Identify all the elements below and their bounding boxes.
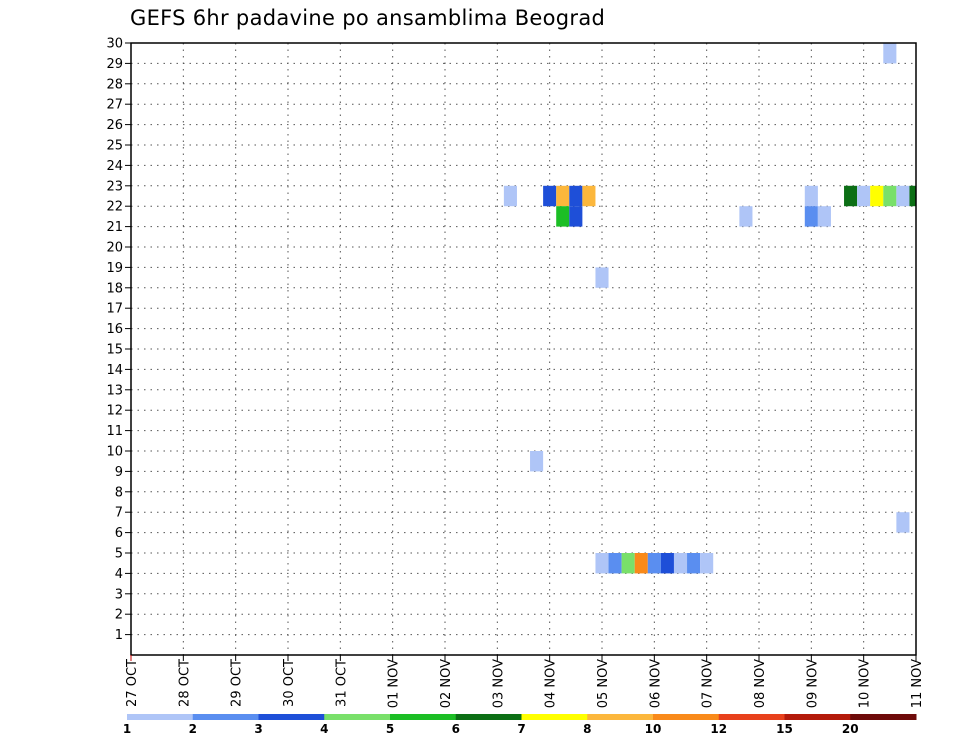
x-tick-label: 08 NOV (753, 659, 768, 708)
heatmap-cell (883, 185, 897, 207)
heatmap-cell (660, 553, 674, 574)
x-tick-label: 27 OCT (125, 659, 140, 707)
heatmap-cell (804, 185, 818, 207)
heatmap-cell (569, 185, 583, 207)
y-tick-label: 10 (106, 445, 123, 460)
heatmap-cell (595, 553, 609, 574)
y-tick-label: 12 (106, 404, 123, 419)
heatmap-cell (857, 185, 871, 207)
x-tick-label: 05 NOV (596, 659, 611, 708)
heatmap-cell (543, 185, 557, 207)
y-tick-label: 19 (106, 261, 123, 276)
heatmap-cell (556, 185, 570, 207)
heatmap-cell (700, 553, 714, 574)
heatmap-cell (817, 206, 831, 227)
y-tick-label: 16 (106, 322, 123, 337)
y-tick-label: 28 (106, 77, 123, 92)
heatmap-cell (608, 553, 622, 574)
x-tick-label: 07 NOV (701, 659, 716, 708)
y-tick-label: 26 (106, 118, 123, 133)
axes: 1234567891011121314151617181920212223242… (106, 37, 925, 709)
heatmap-cell (503, 185, 517, 207)
heatmap-cell (556, 206, 570, 227)
heatmap-cell (673, 553, 688, 574)
heatmap-cell (582, 185, 596, 207)
y-tick-label: 29 (106, 57, 123, 72)
x-tick-label: 29 OCT (230, 659, 245, 707)
x-tick-label: 01 NOV (387, 659, 402, 708)
heatmap-cell (870, 185, 884, 207)
y-tick-label: 15 (106, 343, 123, 358)
y-tick-label: 7 (115, 506, 123, 521)
heatmap-cell (844, 185, 858, 207)
heatmap-cell (909, 185, 916, 207)
heatmap-cell (896, 512, 910, 533)
x-tick-label: 30 OCT (282, 659, 297, 707)
heatmap-cell (621, 553, 635, 574)
x-tick-label: 03 NOV (491, 659, 506, 708)
y-tick-label: 5 (115, 547, 123, 562)
y-tick-label: 21 (106, 220, 123, 235)
heatmap-cell (595, 267, 609, 288)
y-tick-label: 4 (115, 567, 123, 582)
heatmap-cell (896, 185, 910, 207)
x-tick-label: 04 NOV (544, 659, 559, 708)
x-tick-label: 09 NOV (805, 659, 820, 708)
y-tick-label: 2 (115, 608, 123, 623)
chart-title: GEFS 6hr padavine po ansamblima Beograd (130, 6, 606, 30)
y-tick-label: 17 (106, 302, 123, 317)
x-tick-label: 31 OCT (334, 659, 349, 707)
y-tick-label: 30 (106, 37, 123, 52)
heatmap-cell (804, 206, 818, 227)
y-tick-label: 8 (115, 485, 123, 500)
grid-lines (130, 42, 917, 655)
y-tick-label: 6 (115, 526, 123, 541)
heatmap-cell (530, 451, 544, 472)
y-tick-label: 25 (106, 139, 123, 154)
y-tick-label: 27 (106, 98, 123, 113)
heatmap-cell (647, 553, 661, 574)
y-tick-label: 1 (115, 628, 123, 643)
y-tick-label: 9 (115, 465, 123, 480)
heatmap-cell (569, 206, 583, 227)
heatmap-cell (739, 206, 753, 227)
y-tick-label: 13 (106, 383, 123, 398)
x-tick-label: 06 NOV (648, 659, 663, 708)
heatmap-cell (687, 553, 701, 574)
heatmap-cell (883, 43, 897, 64)
y-tick-label: 11 (106, 424, 123, 439)
y-tick-label: 20 (106, 241, 123, 256)
y-tick-label: 14 (106, 363, 123, 378)
y-tick-label: 23 (106, 179, 123, 194)
x-tick-label: 28 OCT (177, 659, 192, 707)
x-tick-label: 10 NOV (858, 659, 873, 708)
x-tick-label: 11 NOV (910, 659, 925, 708)
y-tick-label: 3 (115, 587, 123, 602)
heatmap-cells (503, 43, 916, 574)
x-tick-label: 02 NOV (439, 659, 454, 708)
y-tick-label: 18 (106, 281, 123, 296)
heatmap-cell (634, 553, 648, 574)
y-tick-label: 22 (106, 200, 123, 215)
y-tick-label: 24 (106, 159, 123, 174)
